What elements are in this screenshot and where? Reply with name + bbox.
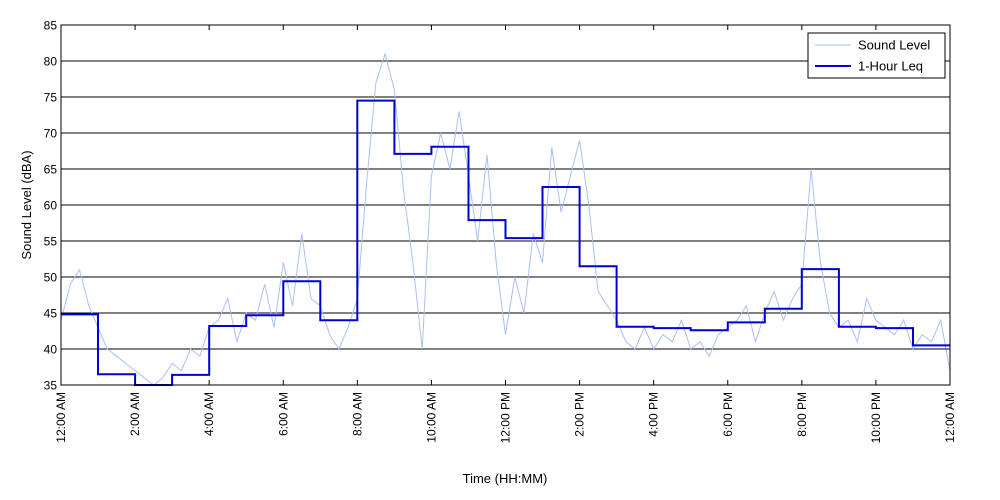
y-tick-label: 40 [44,343,58,357]
x-tick-label: 10:00 PM [869,392,883,443]
x-tick-label: 6:00 AM [276,392,290,436]
x-tick-label: 12:00 AM [943,392,957,443]
series-line-leq [61,99,950,386]
x-tick-label: 2:00 PM [573,392,587,437]
legend-label-sound-level: Sound Level [858,38,930,53]
y-tick-label: 75 [44,91,58,105]
x-tick-label: 4:00 AM [202,392,216,436]
y-tick-label: 70 [44,127,58,141]
legend-label-leq: 1-Hour Leq [858,59,923,74]
y-tick-label: 60 [44,199,58,213]
x-tick-label: 12:00 PM [499,392,513,443]
y-tick-label: 80 [44,55,58,69]
x-tick-label: 8:00 AM [350,392,364,436]
legend: Sound Level 1-Hour Leq [807,32,946,79]
y-tick-label: 35 [44,379,58,393]
x-axis-title: Time (HH:MM) [463,471,548,486]
x-tick-label: 2:00 AM [128,392,142,436]
x-tick-label: 8:00 PM [795,392,809,437]
y-tick-label: 45 [44,307,58,321]
x-tick-label: 4:00 PM [647,392,661,437]
x-tick-label: 10:00 AM [424,392,438,443]
y-axis-title: Sound Level (dBA) [19,150,34,259]
y-tick-label: 55 [44,235,58,249]
legend-box [807,32,946,79]
x-tick-label: 6:00 PM [721,392,735,437]
y-tick-label: 65 [44,163,58,177]
x-tick-label: 12:00 AM [54,392,68,443]
y-tick-label: 50 [44,271,58,285]
y-tick-label: 85 [44,19,58,33]
